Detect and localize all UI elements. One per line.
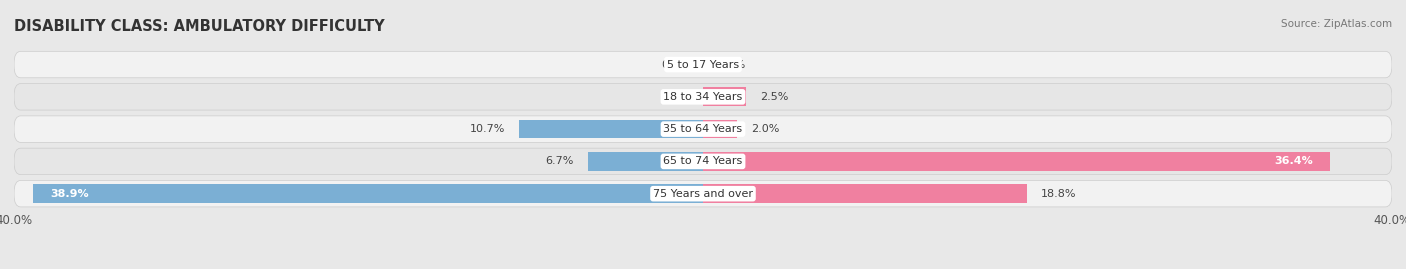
Bar: [588, 152, 703, 171]
Bar: [519, 120, 703, 139]
Text: 18.8%: 18.8%: [1040, 189, 1076, 199]
Text: 5 to 17 Years: 5 to 17 Years: [666, 59, 740, 70]
Bar: [32, 184, 703, 203]
FancyBboxPatch shape: [14, 180, 1392, 207]
Text: 65 to 74 Years: 65 to 74 Years: [664, 156, 742, 167]
Text: 18 to 34 Years: 18 to 34 Years: [664, 92, 742, 102]
Text: 2.0%: 2.0%: [751, 124, 779, 134]
Text: 0.0%: 0.0%: [661, 59, 689, 70]
Text: 75 Years and over: 75 Years and over: [652, 189, 754, 199]
Text: Source: ZipAtlas.com: Source: ZipAtlas.com: [1281, 19, 1392, 29]
Text: 36.4%: 36.4%: [1274, 156, 1313, 167]
Bar: [703, 120, 738, 139]
Bar: [703, 87, 747, 106]
FancyBboxPatch shape: [14, 84, 1392, 110]
Text: DISABILITY CLASS: AMBULATORY DIFFICULTY: DISABILITY CLASS: AMBULATORY DIFFICULTY: [14, 19, 385, 34]
Text: 2.5%: 2.5%: [759, 92, 789, 102]
Text: 0.0%: 0.0%: [717, 59, 745, 70]
Bar: [703, 152, 1330, 171]
Text: 6.7%: 6.7%: [546, 156, 574, 167]
FancyBboxPatch shape: [14, 148, 1392, 175]
Text: 35 to 64 Years: 35 to 64 Years: [664, 124, 742, 134]
Legend: Male, Female: Male, Female: [633, 264, 773, 269]
Text: 38.9%: 38.9%: [51, 189, 89, 199]
FancyBboxPatch shape: [14, 116, 1392, 142]
Bar: [703, 184, 1026, 203]
FancyBboxPatch shape: [14, 51, 1392, 78]
Text: 10.7%: 10.7%: [470, 124, 505, 134]
Text: 0.0%: 0.0%: [661, 92, 689, 102]
